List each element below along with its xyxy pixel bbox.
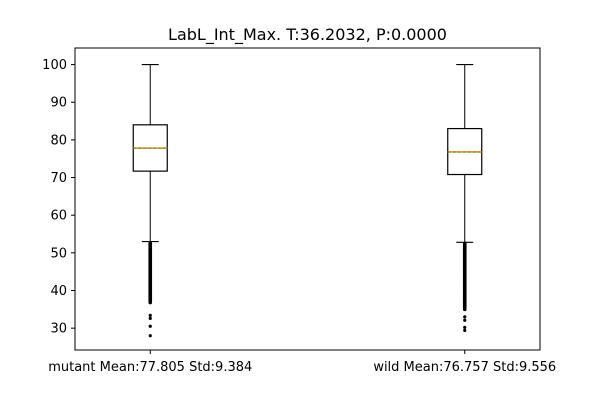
x-tick-label: mutant Mean:77.805 Std:9.384 bbox=[48, 360, 252, 375]
outlier-point bbox=[463, 315, 467, 319]
y-tick-label: 100 bbox=[42, 58, 67, 73]
outlier-point bbox=[463, 328, 467, 333]
outlier-point bbox=[463, 325, 467, 330]
outlier-point bbox=[148, 241, 153, 246]
outlier-point bbox=[148, 316, 152, 320]
y-axis: 30 40 50 60 70 80 90 100 bbox=[42, 58, 75, 337]
outlier-point bbox=[148, 324, 152, 328]
y-tick-label: 60 bbox=[50, 209, 67, 224]
boxes-group bbox=[132, 63, 483, 338]
y-tick-label: 80 bbox=[50, 133, 67, 148]
box-mutant bbox=[132, 63, 168, 338]
box-wild bbox=[447, 63, 483, 333]
plot-frame bbox=[74, 47, 541, 351]
outlier-point bbox=[148, 313, 152, 317]
outlier-point bbox=[462, 241, 467, 246]
outlier-point bbox=[463, 318, 467, 322]
y-tick-label: 90 bbox=[50, 96, 67, 111]
x-axis: mutant Mean:77.805 Std:9.384 wild Mean:76… bbox=[48, 350, 556, 375]
y-tick-label: 40 bbox=[50, 284, 67, 299]
chart-title: LabL_Int_Max. T:36.2032, P:0.0000 bbox=[168, 25, 447, 45]
y-tick-label: 50 bbox=[50, 246, 67, 261]
x-tick-label: wild Mean:76.757 Std:9.556 bbox=[373, 360, 556, 375]
y-tick-label: 70 bbox=[50, 171, 67, 186]
y-tick-label: 30 bbox=[50, 322, 67, 337]
outlier-point bbox=[148, 334, 152, 338]
